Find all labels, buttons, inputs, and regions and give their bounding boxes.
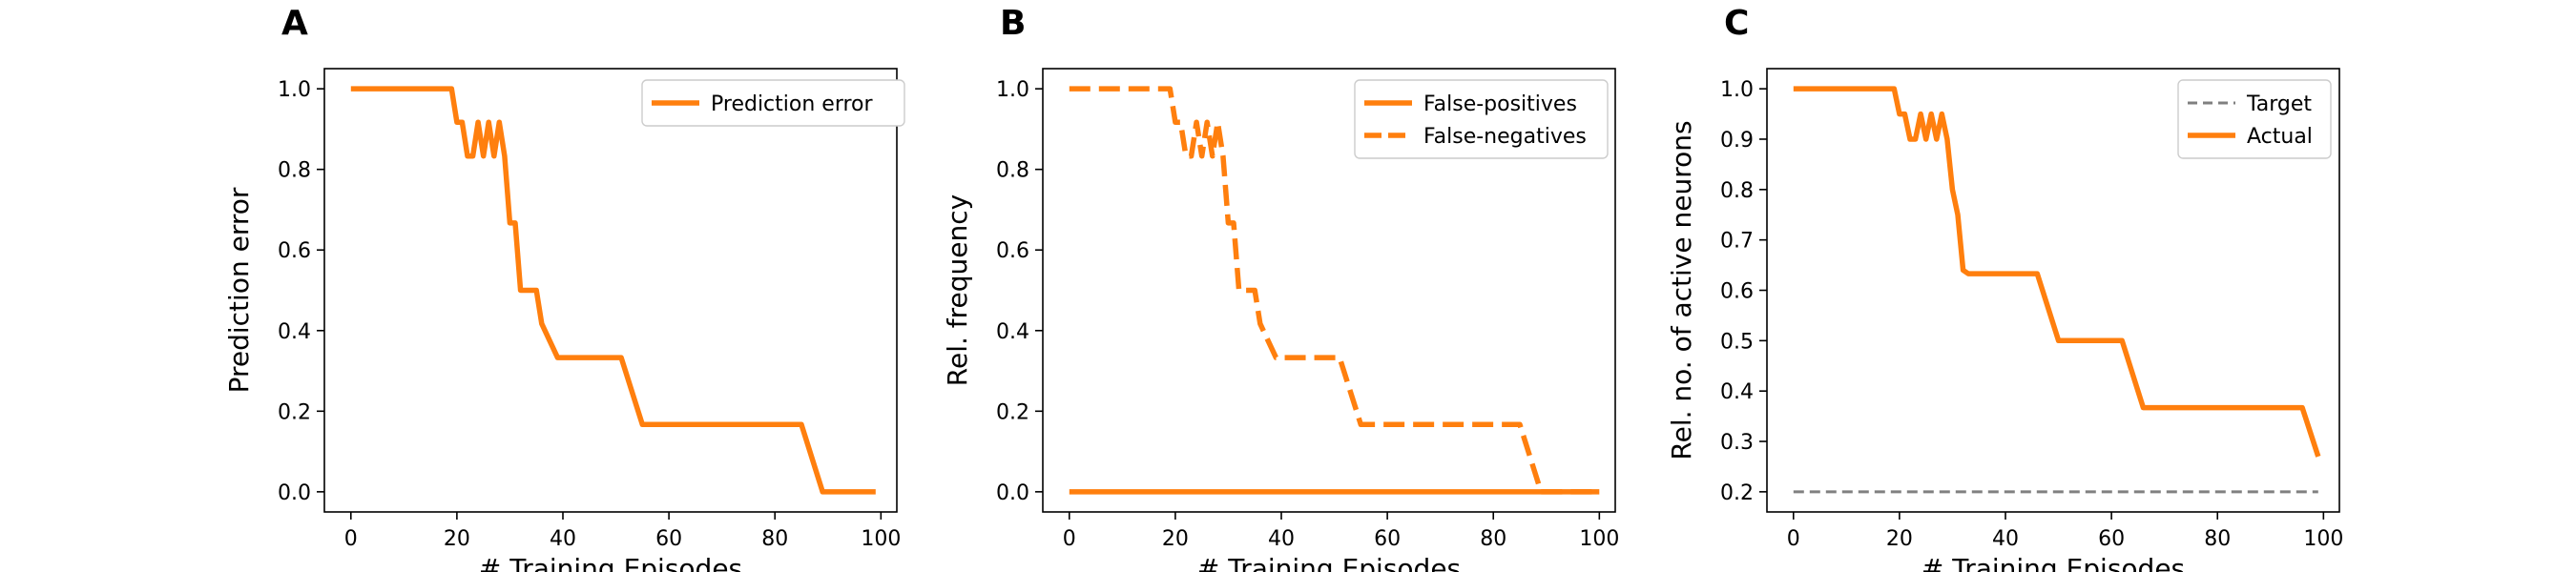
axes-frame	[323, 68, 898, 513]
legend-label: Target	[2246, 92, 2312, 116]
legend-label: Prediction error	[711, 92, 873, 116]
legend-box	[1354, 79, 1609, 159]
legend-label: Actual	[2247, 125, 2313, 149]
panel-letter: B	[1000, 4, 1026, 43]
axes-frame	[1042, 68, 1616, 513]
x-tick-label: 40	[1268, 527, 1295, 551]
x-tick-label: 80	[2204, 527, 2231, 551]
series-line-false-negatives	[1069, 86, 1594, 495]
x-tick-label: 80	[761, 527, 788, 551]
y-tick-label: 0.8	[1720, 179, 1754, 203]
x-tick-label: 100	[2303, 527, 2343, 551]
y-tick-label: 0.6	[1720, 280, 1754, 304]
x-axis-label: # Training Episodes	[1922, 553, 2185, 572]
legend-box	[2177, 79, 2332, 159]
series-line-prediction-error	[350, 86, 876, 495]
y-axis-label: Rel. no. of active neurons	[1666, 120, 1697, 460]
y-tick-label: 0.2	[278, 400, 311, 424]
x-tick-label: 80	[1480, 527, 1506, 551]
x-axis-label: # Training Episodes	[1197, 553, 1461, 572]
y-tick-label: 0.0	[278, 481, 311, 505]
y-tick-label: 0.7	[1720, 230, 1754, 254]
legend-label: False-negatives	[1423, 125, 1587, 149]
y-tick-label: 0.0	[996, 481, 1029, 505]
y-tick-label: 0.3	[1720, 431, 1754, 455]
y-tick-label: 0.4	[996, 320, 1029, 344]
y-axis-label: Rel. frequency	[942, 194, 973, 386]
y-tick-label: 0.4	[278, 320, 311, 344]
x-tick-label: 0	[1063, 527, 1076, 551]
panel-c: C 0 20 40 60 80 100 0.2 0.3 0.4 0.5 0.6 0.7 0.8 0.9 1.0…	[1666, 4, 2343, 572]
x-tick-label: 40	[550, 527, 576, 551]
y-tick-label: 0.5	[1720, 330, 1754, 354]
legend-box	[641, 79, 905, 127]
x-tick-label: 100	[1579, 527, 1619, 551]
y-axis-label: Prediction error	[223, 187, 255, 393]
y-tick-label: 0.8	[278, 159, 311, 183]
panel-a: A 0 20 40 60 80 100 0.0 0.2 0.4 0.6 0.8 1.0 # Trainin…	[223, 4, 905, 572]
legend: False-positives False-negatives	[1354, 79, 1609, 159]
y-tick-label: 0.2	[996, 400, 1029, 424]
legend-label: False-positives	[1423, 92, 1577, 116]
x-tick-label: 60	[2098, 527, 2125, 551]
y-tick-label: 0.6	[996, 239, 1029, 263]
x-tick-label: 0	[1787, 527, 1800, 551]
y-tick-label: 0.4	[1720, 380, 1754, 404]
x-tick-label: 0	[344, 527, 358, 551]
x-tick-label: 60	[655, 527, 682, 551]
panel-letter: C	[1724, 4, 1749, 43]
series-line-actual	[1793, 86, 2321, 458]
y-tick-label: 0.6	[278, 239, 311, 263]
y-tick-label: 1.0	[1720, 78, 1754, 102]
legend: Target Actual	[2177, 79, 2332, 159]
x-tick-label: 40	[1992, 527, 2019, 551]
y-tick-label: 1.0	[996, 78, 1029, 102]
x-tick-label: 20	[1162, 527, 1189, 551]
panel-letter: A	[281, 4, 308, 43]
panel-b: B 0 20 40 60 80 100 0.0 0.2 0.4 0.6 0.8 1.0 # Trainin…	[942, 4, 1619, 572]
x-tick-label: 20	[1886, 527, 1913, 551]
y-tick-label: 1.0	[278, 78, 311, 102]
legend: Prediction error	[641, 79, 905, 127]
x-tick-label: 100	[861, 527, 901, 551]
x-tick-label: 60	[1374, 527, 1401, 551]
x-axis-label: # Training Episodes	[479, 553, 742, 572]
x-tick-label: 20	[444, 527, 470, 551]
y-tick-label: 0.8	[996, 159, 1029, 183]
y-tick-label: 0.2	[1720, 481, 1754, 505]
y-tick-label: 0.9	[1720, 129, 1754, 153]
